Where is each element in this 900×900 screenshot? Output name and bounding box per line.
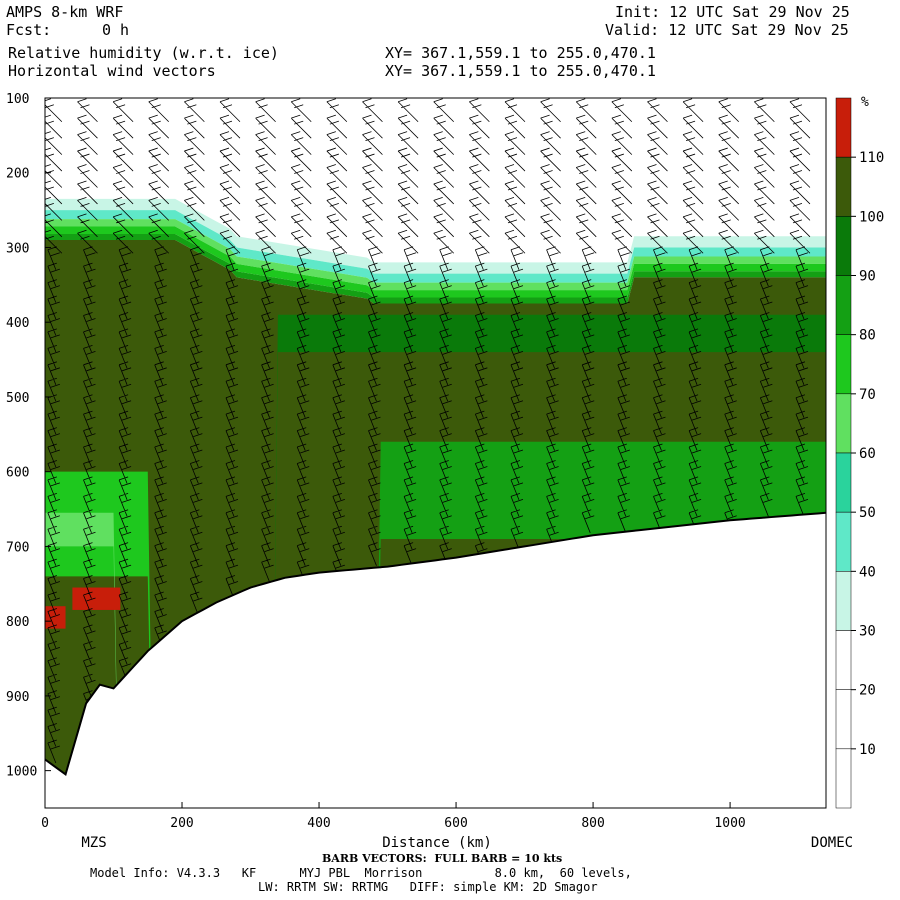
x-tick-label: 200 bbox=[170, 816, 193, 831]
init-time: Init: 12 UTC Sat 29 Nov 25 bbox=[615, 3, 850, 21]
valid-time: Valid: 12 UTC Sat 29 Nov 25 bbox=[605, 21, 849, 39]
barb-column bbox=[789, 98, 811, 517]
x-tick-label: 600 bbox=[444, 816, 467, 831]
colorbar-tick-label: 20 bbox=[859, 683, 876, 699]
y-tick-label: 600 bbox=[6, 466, 29, 481]
rh-patch-saturated-1 bbox=[72, 587, 121, 610]
barb-column bbox=[45, 98, 63, 764]
colorbar-tick-label: 80 bbox=[859, 328, 876, 344]
barb-column bbox=[184, 98, 205, 616]
wind-barbs bbox=[45, 98, 811, 764]
barb-column bbox=[326, 98, 348, 583]
field-title-wind: Horizontal wind vectors bbox=[8, 62, 216, 80]
rh-band-80-90 bbox=[45, 234, 826, 304]
colorbar-tick-label: 30 bbox=[859, 624, 876, 640]
physics-info: LW: RRTM SW: RRTMG DIFF: simple KM: 2D S… bbox=[258, 880, 598, 894]
y-axis: 100 200 300 400 500 600 700 800 900 1000 bbox=[6, 92, 51, 780]
colorbar-segment bbox=[835, 689, 852, 750]
y-tick-label: 700 bbox=[6, 540, 29, 555]
y-tick-label: 800 bbox=[6, 615, 29, 630]
y-tick-label: 400 bbox=[6, 316, 29, 331]
colorbar-tick-label: 70 bbox=[859, 387, 876, 403]
terrain bbox=[45, 511, 826, 808]
plot-frame bbox=[44, 97, 827, 809]
model-info: Model Info: V4.3.3 KF MYJ PBL Morrison 8… bbox=[90, 866, 632, 880]
colorbar-tick-label: 50 bbox=[859, 505, 876, 521]
colorbar-tick-label: 40 bbox=[859, 564, 876, 580]
colorbar-tick-label: 60 bbox=[859, 446, 876, 462]
y-tick-label: 500 bbox=[6, 391, 29, 406]
barb-column bbox=[647, 98, 668, 533]
barb-column bbox=[682, 98, 704, 533]
model-title: AMPS 8-km WRF bbox=[6, 3, 124, 21]
barb-column bbox=[362, 98, 383, 566]
rh-band-60-70-lowleft bbox=[45, 512, 119, 808]
endpoint-left: MZS bbox=[81, 835, 106, 851]
barb-column bbox=[575, 98, 597, 533]
surface-line bbox=[45, 511, 826, 777]
barb-column bbox=[148, 98, 170, 649]
colorbar-segment bbox=[835, 275, 852, 335]
barb-column bbox=[540, 98, 561, 550]
colorbar-tick-label: 10 bbox=[859, 742, 876, 758]
rh-band-30-40 bbox=[45, 198, 826, 274]
barb-column bbox=[290, 98, 312, 583]
colorbar-segment bbox=[835, 571, 852, 631]
colorbar-segment bbox=[835, 156, 852, 217]
x-axis-label: Distance (km) bbox=[382, 835, 492, 851]
barb-column bbox=[611, 98, 633, 533]
terrain-fill bbox=[45, 512, 826, 808]
barb-column bbox=[397, 98, 419, 566]
barb-column bbox=[112, 98, 134, 681]
rh-field bbox=[45, 198, 826, 808]
barb-column bbox=[255, 98, 276, 583]
rh-band-60-70 bbox=[45, 219, 826, 291]
x-tick-label: 0 bbox=[41, 816, 49, 831]
colorbar-segment bbox=[835, 511, 852, 572]
field-title-rh: Relative humidity (w.r.t. ice) bbox=[8, 44, 279, 62]
rh-band-80-90-lower bbox=[375, 441, 826, 808]
fcst-label: Fcst: bbox=[6, 21, 52, 39]
fcst-value: 0 h bbox=[102, 21, 130, 39]
colorbar-tick-label: 90 bbox=[859, 269, 876, 285]
rh-band-40-50 bbox=[45, 210, 826, 283]
colorbar-segment bbox=[835, 334, 852, 395]
colorbar-segment bbox=[835, 216, 852, 276]
endpoint-right: DOMEC bbox=[811, 835, 853, 851]
y-tick-label: 300 bbox=[6, 241, 29, 256]
y-tick-label: 100 bbox=[6, 92, 29, 107]
colorbar: 110 100 90 80 70 60 50 40 30 20 10% bbox=[835, 95, 884, 809]
x-tick-label: 800 bbox=[581, 816, 604, 831]
barb-column bbox=[219, 98, 241, 599]
barb-column bbox=[754, 98, 775, 517]
colorbar-unit: % bbox=[861, 95, 869, 110]
x-axis: 0 200 400 600 800 1000 bbox=[41, 802, 746, 831]
colorbar-tick-label: 110 bbox=[859, 150, 884, 166]
colorbar-tick-label: 100 bbox=[859, 209, 884, 225]
xy-line-2: XY= 367.1,559.1 to 255.0,470.1 bbox=[385, 62, 656, 80]
barb-column bbox=[718, 98, 740, 533]
y-tick-label: 200 bbox=[6, 167, 29, 182]
x-tick-label: 1000 bbox=[714, 816, 745, 831]
rh-patch-saturated-0 bbox=[45, 606, 66, 629]
barb-column bbox=[469, 98, 490, 566]
y-tick-label: 900 bbox=[6, 690, 29, 705]
colorbar-segment bbox=[835, 452, 852, 513]
barb-column bbox=[504, 98, 526, 550]
colorbar-segment bbox=[835, 97, 852, 158]
colorbar-segment bbox=[835, 630, 852, 690]
colorbar-segment bbox=[835, 748, 852, 809]
rh-band-70-80 bbox=[45, 226, 826, 298]
y-tick-label: 1000 bbox=[6, 765, 37, 780]
rh-band-70-80-lowleft bbox=[45, 471, 153, 808]
x-tick-label: 400 bbox=[307, 816, 330, 831]
barb-column bbox=[433, 98, 455, 566]
xy-line-1: XY= 367.1,559.1 to 255.0,470.1 bbox=[385, 44, 656, 62]
barb-note: BARB VECTORS: FULL BARB = 10 kts bbox=[322, 852, 563, 865]
barb-column bbox=[77, 98, 98, 714]
colorbar-segment bbox=[835, 393, 852, 454]
